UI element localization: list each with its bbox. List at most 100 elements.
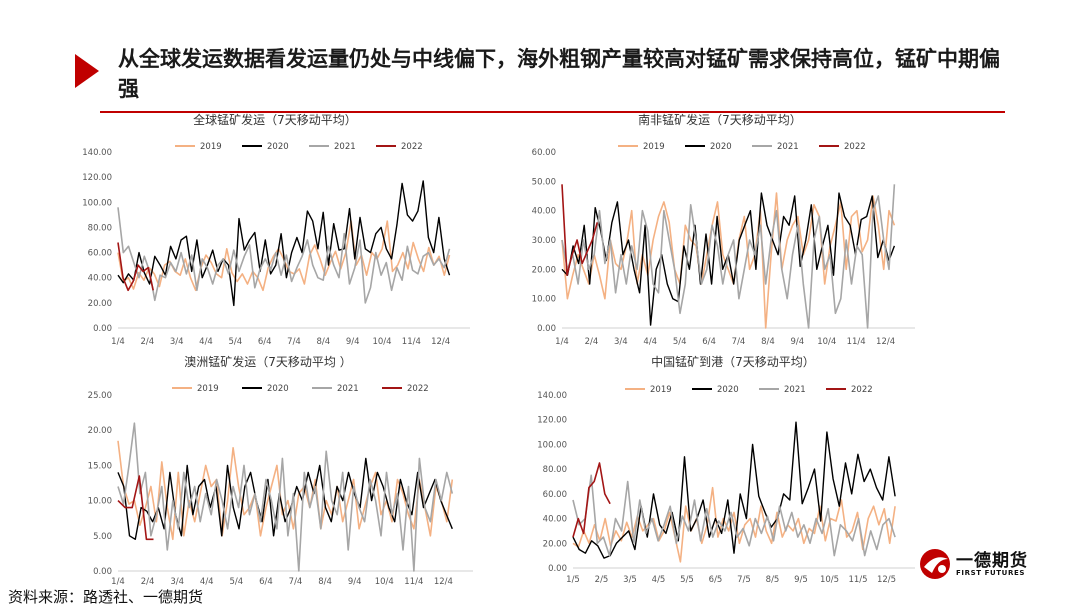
x-tick-label: 12/5: [877, 575, 896, 585]
x-tick-label: 1/4: [555, 337, 569, 347]
x-tick-label: 10/4: [375, 577, 394, 587]
legend-label-2022: 2022: [844, 142, 866, 152]
y-tick-label: 140.00: [82, 148, 112, 158]
y-tick-label: 20.00: [543, 539, 567, 549]
series-line-2020: [117, 457, 453, 541]
series-line-2022: [561, 184, 599, 276]
y-tick-label: 20.00: [88, 426, 112, 436]
x-tick-label: 2/5: [595, 575, 609, 585]
x-tick-label: 4/4: [199, 337, 213, 347]
x-tick-label: 8/4: [316, 337, 330, 347]
x-tick-label: 5/4: [229, 577, 243, 587]
y-tick-label: 20.00: [88, 299, 112, 309]
y-tick-label: 10.00: [88, 497, 112, 507]
source-note: 资料来源：路透社、一德期货: [8, 588, 204, 606]
series-line-2019: [561, 192, 896, 329]
logo-mark-icon: [920, 549, 950, 579]
x-tick-label: 6/4: [258, 337, 272, 347]
x-tick-label: 3/4: [170, 337, 184, 347]
x-tick-label: 7/4: [287, 337, 301, 347]
y-tick-label: 140.00: [537, 391, 567, 401]
legend-label-2019: 2019: [650, 385, 672, 395]
series-line-2021: [572, 474, 896, 557]
legend-label-2021: 2021: [784, 385, 806, 395]
chart-south-africa-shipments: 南非锰矿发运（7天移动平均） 2019 2020 2021 2022 0.00 10.00 2…: [532, 112, 915, 347]
y-tick-label: 0.00: [93, 324, 112, 334]
y-tick-label: 0.00: [548, 564, 567, 574]
series-line-2022: [117, 242, 154, 292]
series-line-2022: [572, 462, 611, 538]
legend-label-2022: 2022: [851, 385, 873, 395]
y-tick-label: 50.00: [532, 177, 556, 187]
y-tick-label: 60.00: [543, 490, 567, 500]
x-tick-label: 6/5: [709, 575, 723, 585]
x-tick-label: 5/5: [680, 575, 694, 585]
legend-label-2019: 2019: [200, 142, 222, 152]
x-tick-label: 7/5: [737, 575, 751, 585]
chart-title: 澳洲锰矿发运（7天移动平均 ）: [184, 354, 351, 369]
legend-label-2019: 2019: [643, 142, 665, 152]
x-tick-label: 2/4: [585, 337, 599, 347]
y-tick-label: 15.00: [88, 461, 112, 471]
x-tick-label: 8/4: [318, 577, 332, 587]
x-tick-label: 10/4: [817, 337, 836, 347]
x-tick-label: 12/4: [876, 337, 895, 347]
x-tick-label: 10/5: [820, 575, 839, 585]
accent-triangle: [75, 54, 99, 88]
chart-global-shipments: 全球锰矿发运（7天移动平均） 2019 2020 2021 2022 0.00 20.00 4…: [82, 112, 470, 347]
title-divider: [100, 111, 1005, 113]
x-tick-label: 6/4: [702, 337, 716, 347]
x-tick-label: 9/5: [794, 575, 808, 585]
x-tick-label: 2/4: [140, 337, 154, 347]
x-tick-label: 7/4: [732, 337, 746, 347]
x-tick-label: 12/4: [431, 337, 450, 347]
y-tick-label: 0.00: [93, 567, 112, 577]
x-tick-label: 9/4: [790, 337, 804, 347]
y-tick-label: 120.00: [537, 416, 567, 426]
x-tick-label: 3/4: [614, 337, 628, 347]
y-tick-label: 25.00: [88, 391, 112, 401]
y-tick-label: 0.00: [537, 324, 556, 334]
y-tick-label: 80.00: [543, 465, 567, 475]
x-tick-label: 8/5: [766, 575, 780, 585]
x-tick-label: 2/4: [141, 577, 155, 587]
x-tick-label: 12/4: [434, 577, 453, 587]
x-tick-label: 7/4: [289, 577, 303, 587]
company-logo: 一德期货 FIRST FUTURES: [918, 545, 1028, 585]
x-tick-label: 1/4: [111, 577, 125, 587]
x-tick-label: 11/4: [847, 337, 866, 347]
legend-label-2021: 2021: [334, 142, 356, 152]
y-tick-label: 120.00: [82, 173, 112, 183]
x-tick-label: 11/4: [402, 337, 421, 347]
legend-label-2019: 2019: [197, 384, 219, 394]
legend-label-2021: 2021: [337, 384, 359, 394]
y-tick-label: 60.00: [88, 249, 112, 259]
x-tick-label: 4/4: [200, 577, 214, 587]
chart-australia-shipments: 澳洲锰矿发运（7天移动平均 ） 2019 2020 2021 2022 0.00 5.00 1…: [88, 354, 473, 587]
series-line-2021: [117, 422, 454, 572]
series-line-2019: [572, 486, 896, 563]
y-tick-label: 100.00: [82, 198, 112, 208]
x-tick-label: 5/4: [228, 337, 242, 347]
page-headline: 从全球发运数据看发运量仍处与中线偏下，海外粗钢产量较高对锰矿需求保持高位，锰矿中…: [118, 46, 1000, 101]
logo-text-en: FIRST FUTURES: [956, 569, 1025, 577]
y-tick-label: 40.00: [543, 515, 567, 525]
chart-china-arrivals: 中国锰矿到港（7天移动平均） 2019 2020 2021 2022 0.00 20.00 4…: [537, 354, 915, 585]
legend-label-2020: 2020: [717, 385, 739, 395]
x-tick-label: 1/4: [111, 337, 125, 347]
x-tick-label: 9/4: [348, 577, 362, 587]
logo-text-cn: 一德期货: [956, 551, 1028, 571]
x-tick-label: 5/4: [673, 337, 687, 347]
x-tick-label: 4/5: [652, 575, 666, 585]
x-tick-label: 11/5: [848, 575, 867, 585]
x-tick-label: 6/4: [259, 577, 273, 587]
series-line-2022: [117, 475, 154, 541]
y-tick-label: 60.00: [532, 148, 556, 158]
legend-label-2020: 2020: [710, 142, 732, 152]
series-line-2021: [561, 184, 896, 329]
legend-label-2022: 2022: [401, 142, 423, 152]
y-tick-label: 10.00: [532, 295, 556, 305]
legend-label-2020: 2020: [267, 384, 289, 394]
series-line-2020: [117, 180, 451, 307]
chart-title: 南非锰矿发运（7天移动平均）: [638, 112, 802, 127]
